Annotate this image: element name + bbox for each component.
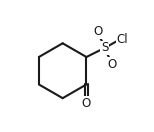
- Text: O: O: [107, 58, 116, 71]
- Text: O: O: [93, 25, 102, 38]
- Text: Cl: Cl: [116, 33, 128, 46]
- Text: O: O: [82, 97, 91, 110]
- Text: S: S: [101, 41, 108, 54]
